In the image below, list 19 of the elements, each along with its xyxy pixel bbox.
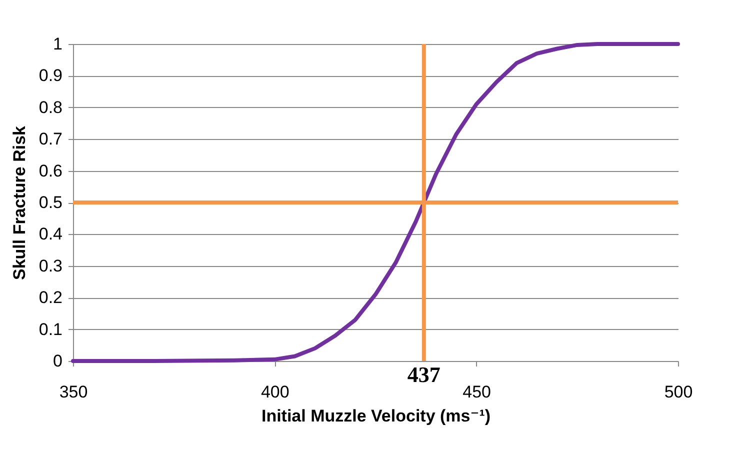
x-tick-label: 500 [664, 382, 693, 402]
y-tick-label: 0.4 [38, 224, 62, 244]
ref-line-label: 437 [407, 362, 440, 387]
line-series [71, 42, 680, 363]
y-tick-label: 0 [53, 352, 62, 370]
y-tick-label: 0.5 [38, 193, 62, 212]
y-axis-title: Skull Fracture Risk [10, 125, 29, 280]
y-tick-label: 0.6 [38, 161, 62, 180]
y-tick-label: 0.2 [38, 288, 62, 308]
x-tick-label: 450 [462, 382, 492, 402]
x-axis-title: Initial Muzzle Velocity (ms⁻¹) [261, 406, 491, 426]
y-tick-label: 0.9 [38, 66, 62, 86]
x-tick-label: 400 [260, 382, 290, 402]
x-tick-label: 350 [59, 382, 88, 402]
y-tick-label: 0.8 [38, 98, 62, 117]
y-tick-label: 0.3 [38, 256, 62, 276]
y-tick-label: 0.7 [38, 130, 62, 149]
y-tick-label: 1 [53, 34, 62, 54]
y-tick-label: 0.1 [38, 320, 62, 339]
